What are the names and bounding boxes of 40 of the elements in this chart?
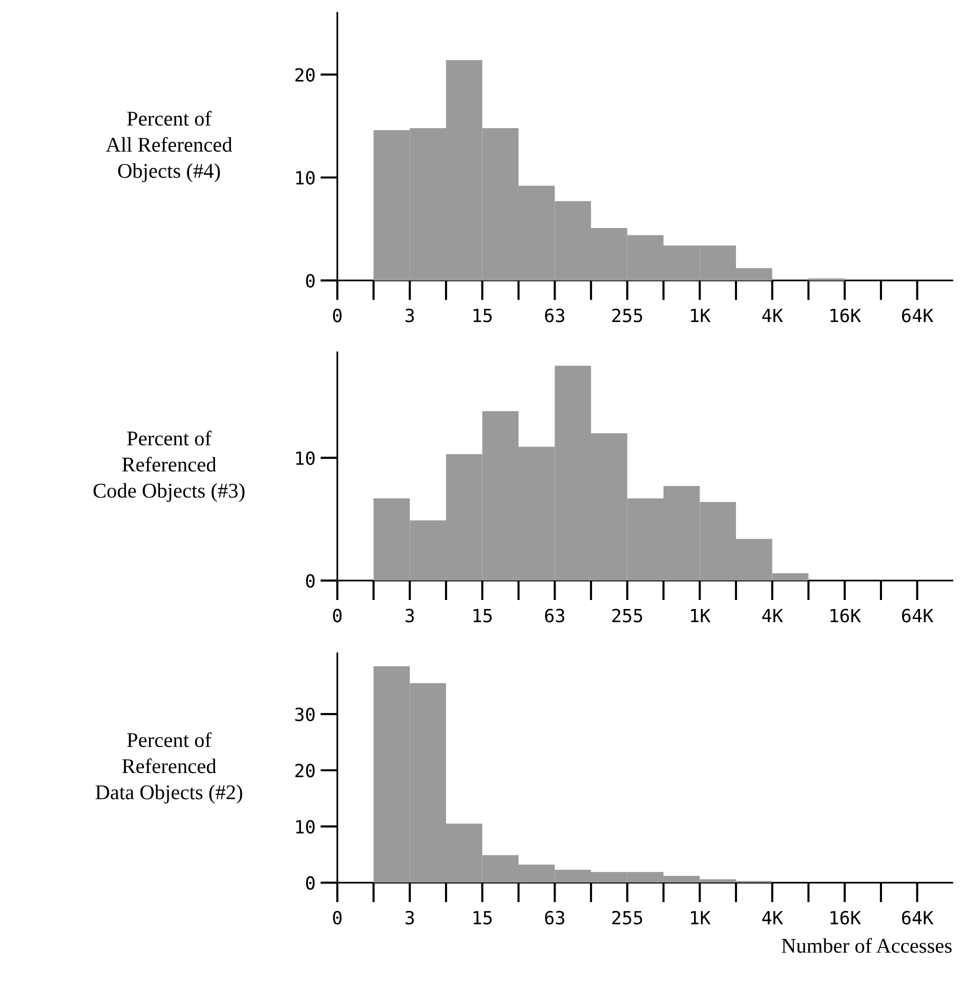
text: 255 [612,910,642,924]
y-axis-title: Percent of Referenced Code Objects (#3) [94,430,244,502]
text: 0 [333,608,342,622]
text: 255 [612,608,642,622]
y-tick-label: 30 [295,708,315,722]
y-tick-label: 0 [306,274,315,288]
text: 63 [545,608,564,622]
text: 16K [830,308,861,322]
text: 15 [474,608,492,622]
text: 3 [406,308,414,322]
text: 63 [545,308,564,322]
text: 4K [762,608,784,622]
y-tick-label: 20 [295,68,315,82]
text: 64K [902,608,934,622]
y-tick-label: 10 [296,820,315,834]
text: 16K [830,608,861,622]
y-tick-label: 10 [296,171,315,185]
y-tick-label: 0 [306,876,315,890]
text: 16K [830,910,861,924]
x-axis-title: Number of Accesses [782,938,952,953]
text: 64K [902,910,934,924]
text: 1K [691,608,711,622]
text: 4K [762,308,784,322]
y-tick-label: 20 [295,764,315,778]
text: 15 [474,911,492,924]
text: 1K [691,308,711,322]
text: 1K [691,911,711,924]
y-axis-title: Percent of Referenced Data Objects (#2) [96,732,242,804]
text: 15 [474,308,492,322]
text: 0 [333,910,342,924]
y-axis-title: Percent of All Referenced Objects (#4) [106,110,232,182]
text: 63 [545,910,564,924]
text: 3 [406,608,414,622]
text: 3 [406,910,414,924]
y-tick-label: 0 [306,574,315,588]
y-tick-label: 10 [296,451,315,465]
text: 255 [612,308,642,322]
text: 64K [902,308,934,322]
text: 4K [762,911,784,924]
text: 0 [333,308,342,322]
